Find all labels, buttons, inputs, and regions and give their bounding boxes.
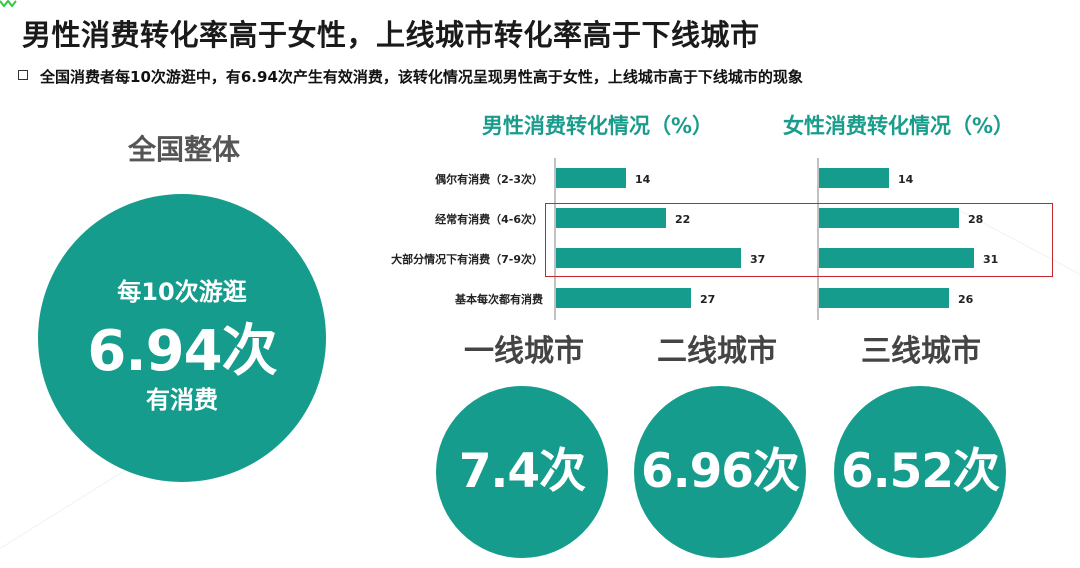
subtitle-text: 全国消费者每10次游逛中，有6.94次产生有效消费，该转化情况呈现男性高于女性，… [40,68,803,86]
city-circle-tier3: 6.52次 [834,386,1006,558]
corner-accent-icon [0,0,17,8]
subtitle-row: 全国消费者每10次游逛中，有6.94次产生有效消费，该转化情况呈现男性高于女性，… [18,66,803,87]
female-data-label-1: 28 [968,213,983,226]
female-bar-3 [819,288,949,308]
city-title-tier2: 二线城市 [657,334,777,369]
city-circle-tier2: 6.96次 [634,386,806,558]
female-data-label-2: 31 [983,253,998,266]
national-line3: 有消费 [146,386,218,414]
city-title-tier1: 一线城市 [464,334,584,369]
male-data-label-0: 14 [635,173,651,186]
male-bar-2 [556,248,741,268]
male-bar-3 [556,288,691,308]
male-bar-0 [556,168,626,188]
female-bar-1 [819,208,959,228]
male-data-label-1: 22 [675,213,690,226]
page-title: 男性消费转化率高于女性，上线城市转化率高于下线城市 [22,18,760,52]
city-title-tier3: 三线城市 [861,334,981,369]
category-label-1: 经常有消费（4-6次） [435,212,543,226]
female-data-label-0: 14 [898,173,914,186]
male-data-label-2: 37 [750,253,765,266]
highlight-box [545,203,1053,277]
city-circle-tier1: 7.4次 [436,386,608,558]
female-bar-0 [819,168,889,188]
category-label-2: 大部分情况下有消费（7-9次） [391,252,543,266]
national-circle: 每10次游逛 6.94次 有消费 [38,194,326,482]
national-title: 全国整体 [127,133,240,166]
female-chart-title: 女性消费转化情况（%） [783,114,1015,138]
category-label-3: 基本每次都有消费 [454,292,543,306]
national-value: 6.94次 [87,319,277,384]
national-line1: 每10次游逛 [117,278,247,306]
square-bullet-icon [18,70,28,80]
male-bar-1 [556,208,666,228]
female-data-label-3: 26 [958,293,974,306]
male-chart-title: 男性消费转化情况（%） [482,114,714,138]
male-data-label-3: 27 [700,293,715,306]
female-bar-2 [819,248,974,268]
category-label-0: 偶尔有消费（2-3次） [435,172,543,186]
